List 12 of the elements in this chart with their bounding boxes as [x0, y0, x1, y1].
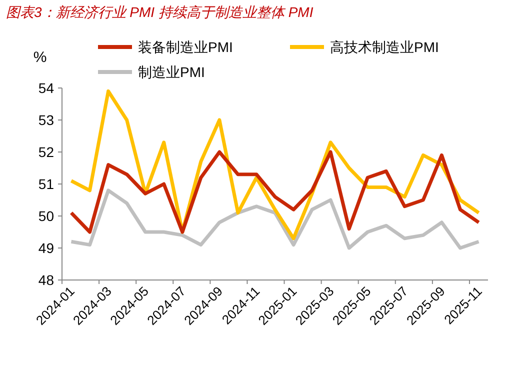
- y-tick-label: 48: [38, 272, 54, 288]
- y-tick-label: 53: [38, 112, 54, 128]
- y-tick-label: 52: [38, 144, 54, 160]
- chart-title: 图表3：新经济行业 PMI 持续高于制造业整体 PMI: [6, 4, 314, 20]
- y-tick-label: 50: [38, 208, 54, 224]
- y-tick-label: 51: [38, 176, 54, 192]
- legend-label: 装备制造业PMI: [138, 39, 233, 55]
- legend-label: 高技术制造业PMI: [330, 39, 439, 55]
- y-axis-title: %: [33, 49, 47, 66]
- y-tick-label: 49: [38, 240, 54, 256]
- y-tick-label: 54: [38, 80, 54, 96]
- legend-label: 制造业PMI: [138, 64, 205, 80]
